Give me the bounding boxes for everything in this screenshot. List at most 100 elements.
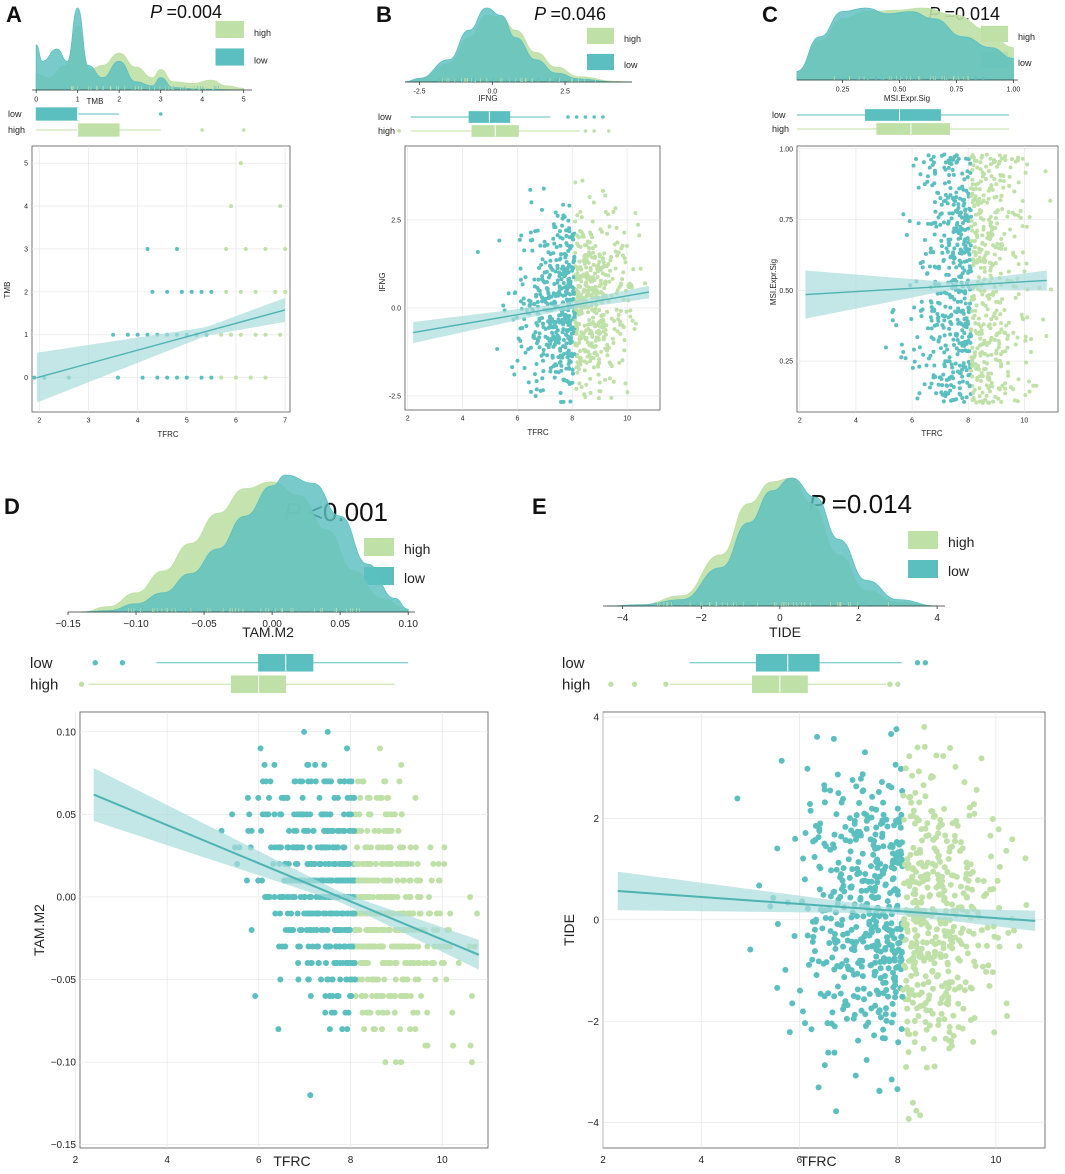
point-high [904,865,911,872]
point-low [932,264,937,269]
point-high [992,322,997,327]
point-high [606,345,611,350]
point-low [324,728,331,735]
point-high [1009,836,1016,843]
point-high [994,877,1001,884]
point-high [952,763,959,770]
point-low [343,910,350,917]
point-low [561,337,566,342]
point-low [544,353,549,358]
point-low [853,783,860,790]
point-low [199,375,204,380]
point-low [564,234,569,239]
box-label-low: low [772,110,786,120]
point-high [970,177,975,182]
point-high [413,877,420,884]
point-high [593,338,598,343]
density-axis-title: MSI.Expr.Sig [884,94,930,103]
point-low [943,359,948,364]
point-high [992,159,997,164]
point-low [893,926,900,933]
point-low [552,241,557,246]
point-low [890,1011,897,1018]
point-high [972,962,979,969]
point-high [632,327,637,332]
point-low [547,318,552,323]
point-high [978,259,983,264]
point-low [522,366,527,371]
point-low [946,165,951,170]
point-high [1016,377,1021,382]
point-low [837,893,844,900]
point-high [382,1059,389,1066]
point-high [974,367,979,372]
point-low [199,289,204,294]
point-high [900,921,907,928]
point-high [467,893,474,900]
point-low [882,979,889,986]
point-low [961,242,966,247]
point-high [378,927,385,933]
point-high [996,904,1003,911]
point-low [951,278,956,283]
point-high [605,353,610,358]
point-low [875,844,882,851]
point-high [925,979,932,986]
point-high [582,260,587,265]
point-low [541,186,546,191]
point-low [898,933,905,940]
point-high [927,891,934,898]
point-high [989,220,994,225]
point-low [920,265,925,270]
point-high [578,348,583,353]
point-low [848,914,855,921]
point-high [584,271,589,276]
point-high [415,893,422,900]
point-low [282,943,289,950]
point-high [438,960,445,967]
point-low [140,375,145,380]
point-high [908,940,915,947]
point-high [574,287,579,292]
point-high [609,316,614,321]
point-low [894,1086,901,1093]
box-outlier [200,128,204,132]
point-high [946,1029,953,1036]
point-low [919,314,924,319]
point-high [901,880,908,887]
point-high [907,851,914,858]
point-high [578,293,583,298]
point-low [915,396,920,401]
point-high [924,820,931,827]
point-high [999,321,1004,326]
point-low [927,385,932,390]
point-low [853,923,860,930]
point-low [570,285,575,290]
point-low [929,381,934,386]
point-high [573,250,578,255]
point-low [873,987,880,994]
point-high [219,375,224,380]
point-high [400,844,407,851]
point-low [925,326,930,331]
point-high [946,1045,953,1052]
point-low [174,375,179,380]
point-high [238,161,243,166]
point-high [603,272,608,277]
point-high [577,381,582,386]
point-high [598,278,603,283]
point-low [522,248,527,253]
point-low [891,308,896,313]
scatter-x-tick-label: 6 [234,418,238,425]
point-high [1011,387,1016,392]
point-low [968,214,973,219]
point-high [1016,943,1023,950]
point-low [942,318,947,323]
legend-label-high: high [254,28,271,38]
point-low [839,961,846,968]
point-high [582,392,587,397]
point-low [572,258,577,263]
point-low [558,243,563,248]
point-low [321,761,328,768]
box-outlier [158,112,163,116]
